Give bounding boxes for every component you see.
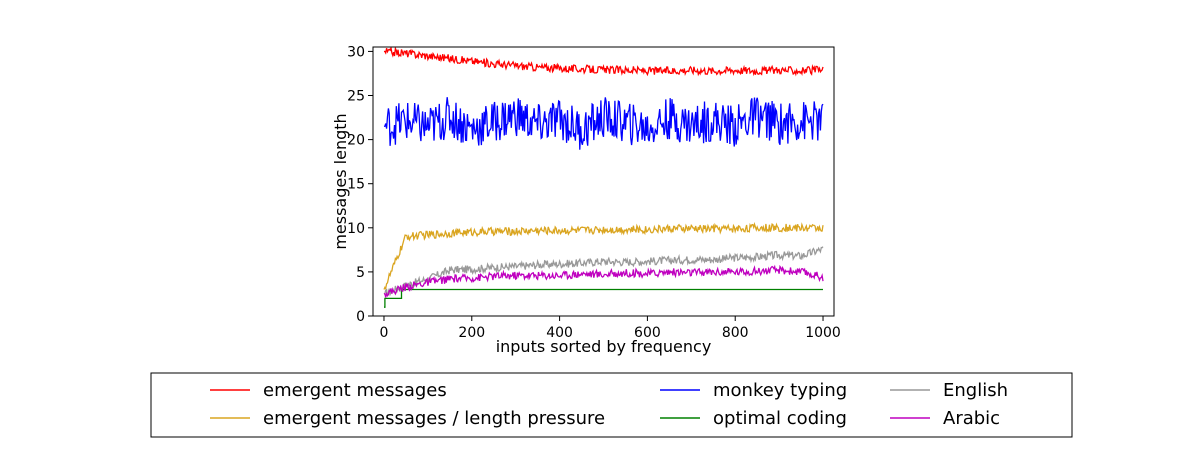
x-tick-label: 600 <box>634 325 661 341</box>
y-axis-label: messages length <box>331 113 350 249</box>
legend-label-optimal-coding: optimal coding <box>713 408 847 429</box>
x-tick-label: 400 <box>546 325 573 341</box>
series-line-monkey-typing <box>383 97 824 150</box>
y-tick-label: 25 <box>347 89 365 105</box>
x-tick-label: 200 <box>458 325 485 341</box>
legend-label-english: English <box>943 380 1008 401</box>
y-tick-label: 15 <box>347 177 365 193</box>
y-tick-label: 20 <box>347 133 365 149</box>
series-line-english <box>383 246 824 297</box>
legend-label-emergent-messages-length-pressure: emergent messages / length pressure <box>263 408 605 429</box>
series-line-emergent-messages-length-pressure <box>383 221 824 290</box>
y-tick-label: 0 <box>356 309 365 325</box>
x-tick-label: 800 <box>722 325 749 341</box>
legend-label-arabic: Arabic <box>943 408 1000 429</box>
y-tick-label: 5 <box>356 265 365 281</box>
series-line-emergent-messages <box>383 47 824 77</box>
y-tick-label: 10 <box>347 221 365 237</box>
x-tick-label: 1000 <box>805 325 841 341</box>
legend-label-monkey-typing: monkey typing <box>713 380 847 401</box>
legend-box <box>150 372 1073 438</box>
x-axis-label: inputs sorted by frequency <box>496 337 712 356</box>
y-tick-label: 30 <box>347 44 365 60</box>
series-line-arabic <box>383 264 824 298</box>
plot-frame <box>372 46 835 317</box>
series-line-optimal-coding <box>384 288 823 308</box>
legend-label-emergent-messages: emergent messages <box>263 380 447 401</box>
x-tick-label: 0 <box>380 325 389 341</box>
